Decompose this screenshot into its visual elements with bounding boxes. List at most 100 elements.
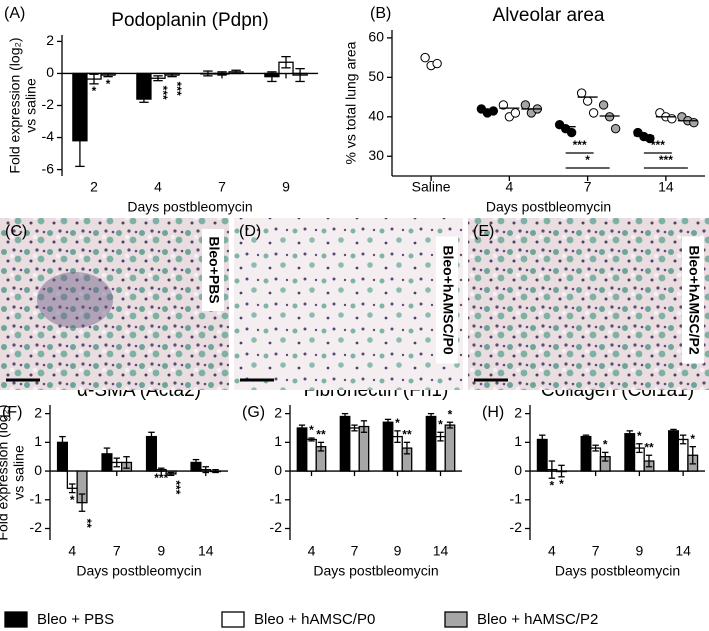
significance: ** [80,519,94,529]
y-tick-label: -1 [270,490,283,506]
data-point [582,96,593,106]
y-axis-label: vs saline [11,445,27,500]
panel-label: (E) [473,223,494,240]
data-point [588,108,599,118]
data-point [645,133,655,144]
significance: * [70,493,75,507]
y-tick-label: 30 [368,147,384,163]
x-tick-label: 7 [218,179,226,195]
y-tick-label: 2 [34,404,42,420]
x-tick-label: 14 [675,543,691,559]
significance: * [395,416,400,430]
x-tick-label: 14 [433,543,449,559]
x-tick-label: Saline [412,179,451,195]
y-tick-label: -6 [42,160,55,176]
panel-label: (C) [5,223,27,240]
bar [349,427,360,472]
y-tick-label: 1 [34,433,42,449]
y-tick-label: 1 [514,433,522,449]
x-tick-label: 7 [113,543,121,559]
x-tick-label: 4 [68,543,76,559]
x-tick-label: 4 [505,179,513,195]
y-tick-label: -2 [42,96,55,112]
y-tick-label: 2 [274,404,282,420]
significance: *** [659,153,673,167]
x-axis-label: Days postbleomycin [555,563,680,579]
y-tick-label: -2 [510,519,523,535]
histology-image [468,218,709,390]
panel-label: (D) [239,223,261,240]
caption-box [202,229,224,311]
y-axis-label: % vs total lung area [343,41,359,164]
significance: * [309,423,314,437]
data-point [498,100,509,110]
image-caption: Bleo+PBS [206,236,222,303]
panel-label: (A) [4,5,25,22]
data-point [576,88,587,98]
significance: * [448,407,453,421]
y-tick-label: 2 [514,404,522,420]
cell-cluster [37,272,113,328]
data-point [420,52,430,63]
data-point [598,100,609,110]
significance: ** [644,440,654,454]
image-caption: Bleo+hAMSC/P0 [440,245,456,355]
bar [624,433,636,472]
significance: * [106,77,111,91]
significance: * [438,417,443,431]
significance: * [550,478,555,492]
significance: * [603,438,608,452]
bar [306,438,317,472]
significance: *** [156,86,170,100]
legend-label: Bleo + hAMSC/P2 [477,611,598,628]
significance: * [690,432,695,446]
y-tick-label: -4 [42,128,55,144]
y-tick-label: -1 [510,490,523,506]
caption-box [682,236,704,364]
bar [435,435,446,472]
significance: * [92,84,97,98]
chart-title: Podoplanin (Pdpn) [111,10,268,31]
y-axis-label: Fold expression (log₂) [7,37,23,173]
data-point [689,118,699,128]
significance: ** [316,428,326,442]
bar [444,424,456,472]
significance: *** [651,138,665,152]
x-tick-label: 14 [198,543,214,559]
bar [145,435,158,472]
bar [668,430,679,472]
x-tick-label: 9 [282,179,290,195]
chart-title: Alveolar area [493,5,605,26]
legend-label: Bleo + hAMSC/P0 [254,611,375,628]
x-axis-label: Days postbleomycin [486,199,611,215]
bar [296,427,308,472]
significance: * [585,153,590,167]
data-point [566,127,577,138]
significance: ** [402,428,412,442]
data-point [667,114,677,124]
y-tick-label: 0 [34,462,42,478]
x-axis-label: Days postbleomycin [127,199,252,215]
x-tick-label: 9 [394,543,402,559]
image-caption: Bleo+hAMSC/P2 [686,245,702,355]
x-tick-label: 7 [584,179,592,195]
bar [382,421,394,472]
y-tick-label: 0 [514,462,522,478]
y-tick-label: 0 [46,64,54,80]
x-axis-label: Days postbleomycin [76,563,201,579]
y-axis-label: vs saline [23,78,39,133]
y-tick-label: 60 [368,29,384,45]
y-tick-label: 2 [46,32,54,48]
data-point [520,100,531,110]
y-tick-label: -2 [30,519,43,535]
data-point [610,123,621,134]
significance: * [637,429,642,443]
x-tick-label: 4 [548,543,556,559]
panel-label: (H) [482,404,504,421]
legend-label: Bleo + PBS [37,611,114,628]
legend-swatch [221,611,245,628]
x-tick-label: 14 [658,179,674,195]
x-axis-label: Days postbleomycin [313,563,438,579]
significance: *** [170,82,184,96]
